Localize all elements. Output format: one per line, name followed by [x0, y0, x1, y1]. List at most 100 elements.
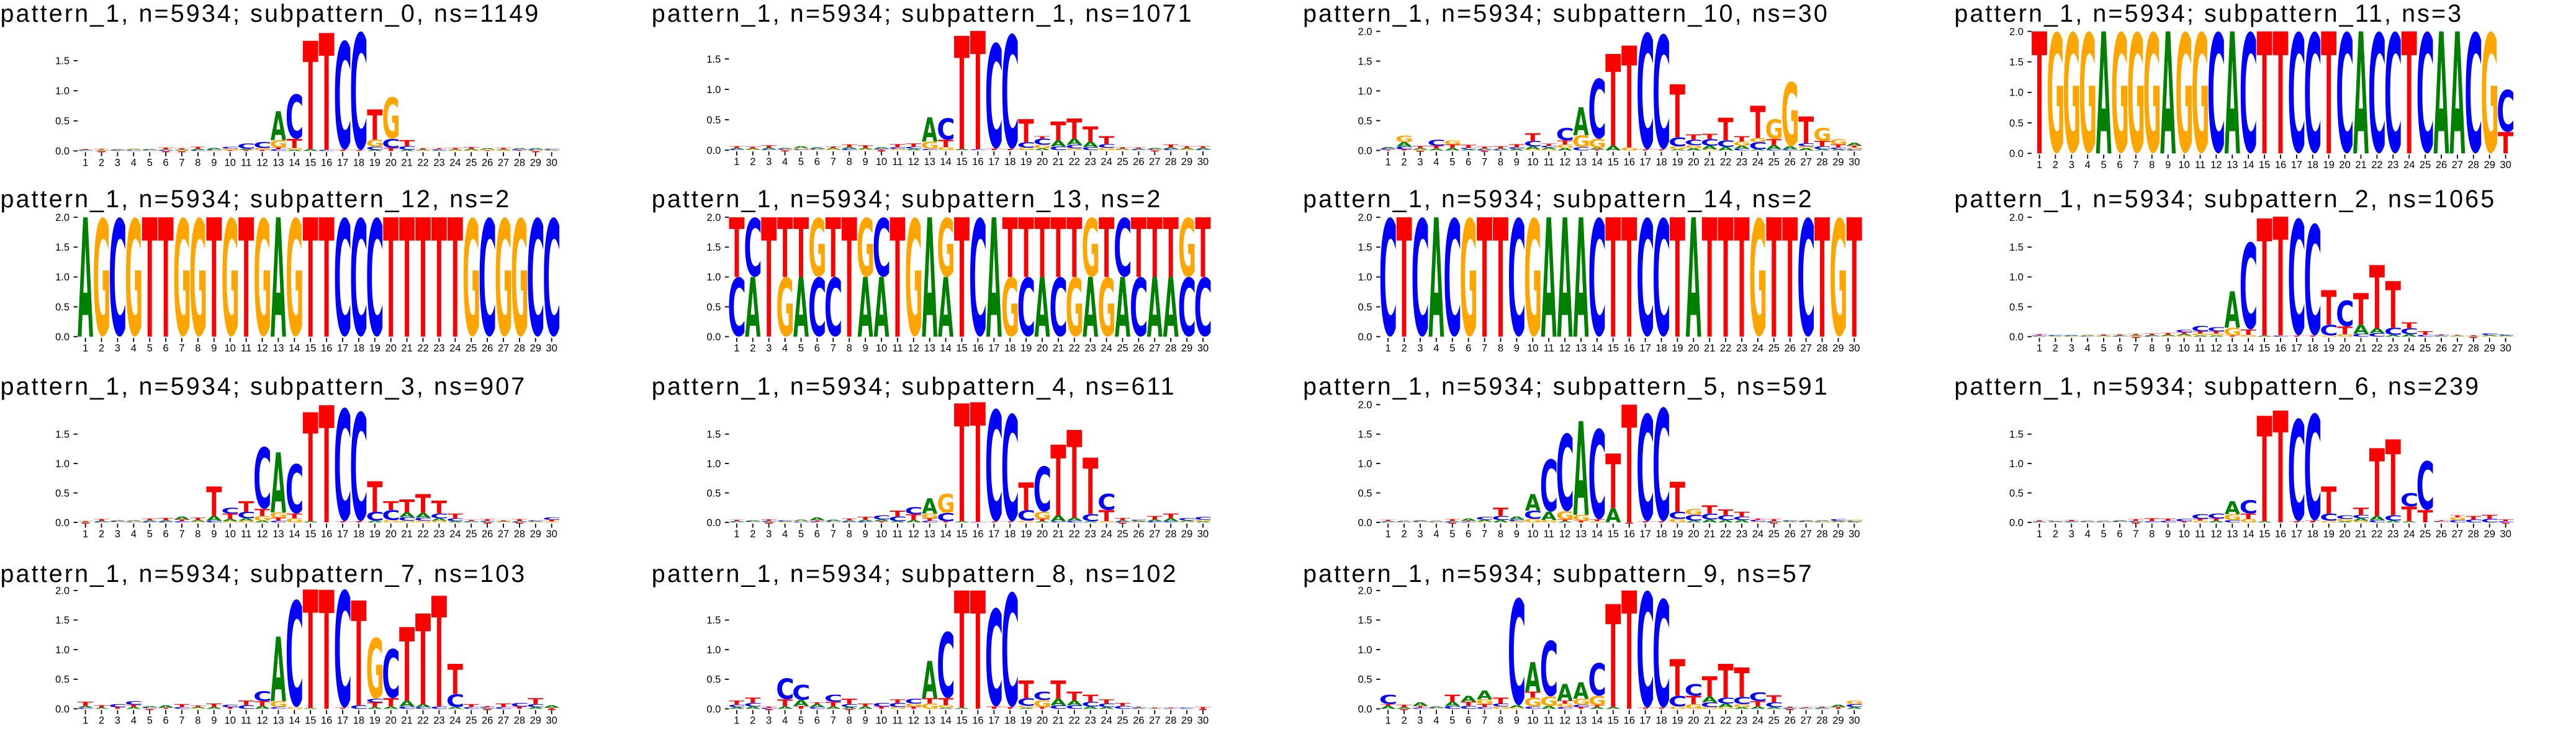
svg-text:28: 28	[1165, 156, 1176, 168]
svg-text:11: 11	[1544, 343, 1554, 354]
svg-text:0.5: 0.5	[55, 674, 70, 686]
svg-text:3: 3	[1417, 529, 1423, 540]
svg-text:1.5: 1.5	[55, 56, 70, 67]
svg-text:1: 1	[1385, 157, 1391, 168]
svg-text:1: 1	[1385, 715, 1391, 727]
svg-text:25: 25	[2420, 159, 2431, 171]
svg-text:19: 19	[1672, 157, 1683, 168]
svg-text:22: 22	[1720, 529, 1731, 540]
svg-text:13: 13	[272, 715, 284, 727]
svg-text:18: 18	[353, 343, 364, 354]
svg-text:7: 7	[179, 343, 184, 354]
svg-text:20: 20	[1037, 343, 1048, 354]
svg-text:11: 11	[241, 529, 251, 540]
svg-text:13: 13	[272, 343, 284, 354]
svg-text:9: 9	[211, 715, 217, 727]
svg-text:19: 19	[1672, 529, 1683, 540]
svg-text:2: 2	[750, 343, 755, 354]
svg-text:13: 13	[2227, 343, 2238, 354]
svg-text:6: 6	[2117, 343, 2122, 354]
svg-text:1.0: 1.0	[1358, 86, 1372, 97]
svg-text:0.0: 0.0	[2009, 148, 2024, 159]
svg-text:29: 29	[1832, 157, 1844, 168]
svg-text:26: 26	[482, 529, 493, 540]
svg-text:30: 30	[546, 343, 557, 354]
svg-text:6: 6	[1466, 715, 1471, 727]
svg-text:11: 11	[1544, 529, 1554, 540]
svg-text:1.0: 1.0	[706, 84, 721, 96]
svg-text:pattern_1, n=5934; subpattern_: pattern_1, n=5934; subpattern_12, ns=2	[1, 186, 511, 213]
svg-text:2: 2	[99, 157, 104, 168]
svg-text:20: 20	[2339, 343, 2350, 354]
svg-text:3: 3	[2069, 159, 2074, 171]
svg-text:29: 29	[530, 529, 541, 540]
svg-text:0.5: 0.5	[2009, 118, 2024, 129]
svg-text:21: 21	[401, 529, 412, 540]
svg-text:1.5: 1.5	[2009, 57, 2024, 68]
svg-text:10: 10	[2178, 343, 2189, 354]
svg-text:29: 29	[530, 343, 541, 354]
svg-text:25: 25	[1768, 157, 1780, 168]
svg-text:7: 7	[2133, 159, 2138, 171]
svg-text:25: 25	[466, 343, 477, 354]
svg-text:12: 12	[2210, 343, 2222, 354]
svg-text:pattern_1, n=5934; subpattern_: pattern_1, n=5934; subpattern_13, ns=2	[652, 186, 1163, 213]
svg-text:0.0: 0.0	[55, 331, 70, 342]
svg-text:1.0: 1.0	[2009, 87, 2024, 99]
svg-text:1: 1	[734, 529, 739, 540]
svg-text:20: 20	[385, 715, 397, 727]
svg-text:16: 16	[321, 157, 332, 168]
svg-text:0.5: 0.5	[55, 488, 70, 499]
svg-text:24: 24	[449, 715, 461, 727]
svg-text:6: 6	[163, 343, 169, 354]
svg-text:1.0: 1.0	[706, 645, 721, 656]
svg-text:17: 17	[988, 343, 999, 354]
svg-text:1.5: 1.5	[1358, 615, 1372, 626]
svg-text:20: 20	[2339, 159, 2350, 171]
svg-text:5: 5	[798, 343, 804, 354]
svg-text:29: 29	[1181, 343, 1192, 354]
svg-text:1.5: 1.5	[1358, 429, 1372, 440]
svg-text:27: 27	[498, 715, 509, 727]
svg-text:15: 15	[305, 343, 316, 354]
svg-text:17: 17	[1639, 157, 1651, 168]
svg-text:21: 21	[401, 343, 412, 354]
svg-text:1.5: 1.5	[55, 615, 70, 626]
svg-text:15: 15	[956, 529, 967, 540]
svg-text:1: 1	[734, 156, 739, 168]
svg-text:13: 13	[272, 157, 284, 168]
svg-text:5: 5	[1449, 157, 1455, 168]
svg-text:7: 7	[831, 715, 836, 727]
svg-text:12: 12	[1559, 715, 1570, 727]
svg-text:1: 1	[83, 529, 88, 540]
svg-text:15: 15	[2259, 159, 2270, 171]
svg-text:7: 7	[2133, 529, 2138, 540]
svg-text:12: 12	[908, 343, 919, 354]
svg-text:28: 28	[2468, 529, 2479, 540]
svg-text:28: 28	[1165, 529, 1176, 540]
svg-text:11: 11	[1544, 157, 1554, 168]
svg-text:1.5: 1.5	[55, 429, 70, 440]
svg-text:24: 24	[449, 343, 461, 354]
svg-text:0.0: 0.0	[1358, 704, 1372, 715]
svg-text:2.0: 2.0	[55, 586, 70, 597]
svg-text:1.5: 1.5	[55, 242, 70, 253]
svg-text:14: 14	[2243, 159, 2254, 171]
svg-text:0.0: 0.0	[706, 517, 721, 529]
svg-text:0.0: 0.0	[706, 331, 721, 342]
svg-text:14: 14	[1592, 529, 1603, 540]
svg-text:14: 14	[940, 156, 951, 168]
svg-text:22: 22	[417, 343, 428, 354]
svg-text:17: 17	[2291, 159, 2302, 171]
svg-text:5: 5	[147, 157, 153, 168]
svg-text:22: 22	[1069, 529, 1080, 540]
svg-text:2.0: 2.0	[55, 212, 70, 223]
svg-text:4: 4	[2085, 343, 2091, 354]
svg-text:23: 23	[1085, 529, 1096, 540]
svg-text:0.5: 0.5	[1358, 488, 1372, 499]
svg-text:30: 30	[1849, 529, 1860, 540]
svg-text:18: 18	[1004, 529, 1016, 540]
svg-text:1: 1	[734, 715, 739, 727]
svg-text:25: 25	[2420, 343, 2431, 354]
svg-text:8: 8	[1498, 157, 1503, 168]
